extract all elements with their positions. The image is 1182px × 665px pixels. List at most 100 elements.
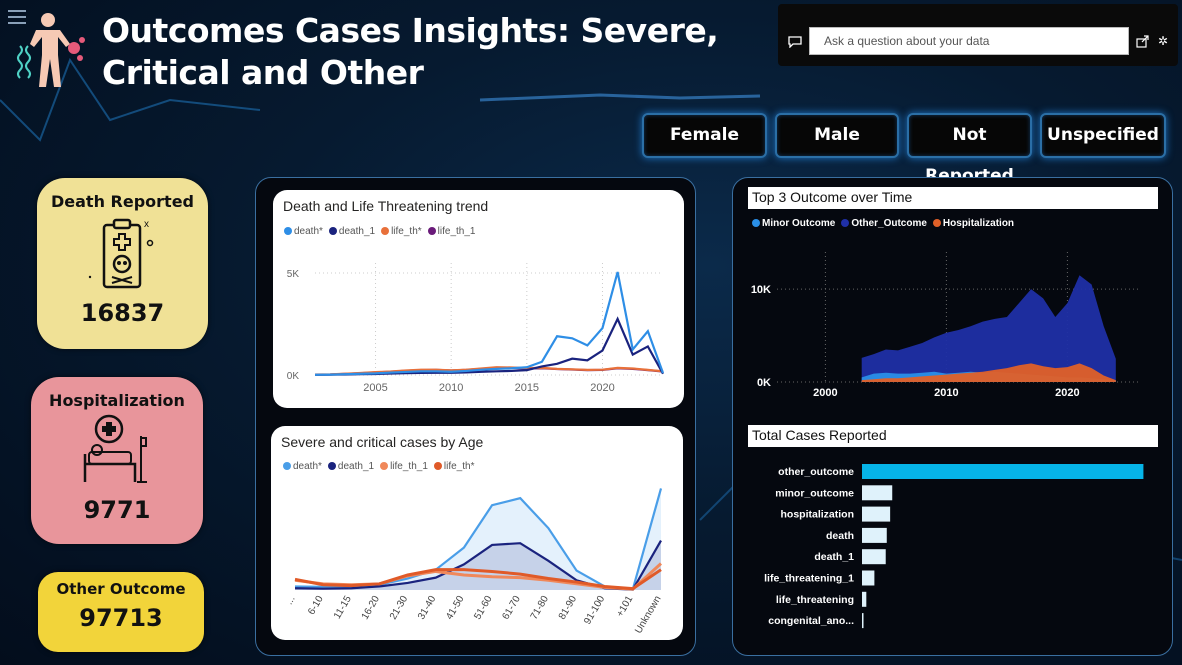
- x-tick-label: 41-50: [444, 594, 467, 622]
- age-legend-item[interactable]: life_th*: [433, 461, 475, 472]
- trend-legend-item[interactable]: life_th*: [381, 226, 422, 237]
- legend-label: Other_Outcome: [851, 218, 927, 229]
- legend-swatch: [328, 227, 337, 235]
- qna-panel: Ask a question about your data ✲: [778, 4, 1178, 66]
- bar-category-label: life_threatening_1: [764, 573, 854, 585]
- bar-category-label: life_threatening: [776, 594, 854, 606]
- bar-category-label: minor_outcome: [775, 487, 854, 499]
- bar-death_1: [862, 549, 886, 565]
- death-life-trend-card: Death and Life Threatening trend death* d…: [273, 190, 684, 408]
- age-chart-title: Severe and critical cases by Age: [281, 434, 484, 450]
- age-legend-item[interactable]: death*: [283, 461, 322, 472]
- bar-category-label: congenital_ano...: [768, 615, 854, 627]
- legend-swatch: [433, 462, 442, 470]
- x-tick-label: 2005: [363, 382, 387, 394]
- page-title: Outcomes Cases Insights: Severe, Critica…: [102, 11, 719, 92]
- x-tick-label: 51-60: [472, 594, 495, 622]
- severe-critical-age-card: Severe and critical cases by Age death* d…: [271, 426, 683, 640]
- age-legend-item[interactable]: death_1: [327, 461, 375, 472]
- bar-hospitalization: [862, 506, 891, 522]
- legend-label: death*: [293, 461, 322, 472]
- other-outcome-value: 97713: [79, 604, 163, 632]
- filter-unspecified-button[interactable]: Unspecified: [1040, 113, 1166, 158]
- bar-minor_outcome: [862, 485, 893, 501]
- share-icon[interactable]: [1136, 34, 1150, 48]
- other-outcome-label: Other Outcome: [56, 580, 186, 598]
- filter-not-reported-button[interactable]: Not Reported: [907, 113, 1032, 186]
- top3-legend: Minor Outcome Other_Outcome Hospitalizatio…: [752, 218, 1020, 229]
- trend-legend-item[interactable]: death*: [284, 226, 323, 237]
- x-tick-label: 31-40: [416, 594, 439, 622]
- trend-legend-item[interactable]: life_th_1: [427, 226, 476, 237]
- bar-category-label: death_1: [814, 551, 854, 563]
- series-line-death*: [314, 271, 665, 376]
- x-tick-label: 2020: [590, 382, 614, 394]
- bar-death: [862, 527, 887, 543]
- top3-legend-item[interactable]: Hospitalization: [932, 218, 1014, 229]
- legend-swatch: [381, 227, 390, 235]
- series-line-life_th*: [314, 366, 664, 376]
- legend-label: life_th*: [443, 461, 475, 472]
- top3-legend-item[interactable]: Minor Outcome: [752, 218, 835, 229]
- y-tick-label: 5K: [287, 269, 300, 280]
- y-tick-label: 0K: [757, 377, 771, 389]
- legend-swatch: [284, 227, 292, 235]
- filter-male-button[interactable]: Male: [775, 113, 899, 158]
- death-reported-label: Death Reported: [51, 192, 194, 211]
- x-tick-label: Unknown: [633, 594, 663, 636]
- legend-swatch: [327, 462, 336, 470]
- svg-text:x: x: [144, 219, 149, 230]
- chat-bubble-icon[interactable]: [788, 36, 802, 48]
- hospitalization-card: Hospitalization 9771: [31, 377, 203, 544]
- right-charts-panel: [732, 177, 1173, 656]
- series-area-death*: [295, 488, 661, 590]
- trend-legend: death* death_1 life_th* life_th_1: [284, 226, 481, 237]
- legend-swatch: [427, 227, 436, 235]
- series-line-life_th*: [294, 568, 662, 591]
- trend-legend-item[interactable]: death_1: [328, 226, 375, 237]
- bar-other_outcome: [862, 464, 1144, 479]
- death-reported-card: Death Reported x 16837: [37, 178, 208, 349]
- top3-area-chart: 2000 2010 2020 0K 10K: [751, 252, 1140, 399]
- age-legend-item[interactable]: life_th_1: [380, 461, 428, 472]
- legend-label: Minor Outcome: [762, 218, 836, 229]
- legend-label: death*: [294, 226, 323, 237]
- other-outcome-card: Other Outcome 97713: [38, 572, 204, 652]
- series-area-Other_Outcome: [861, 275, 1116, 382]
- y-tick-label: 10K: [751, 284, 771, 296]
- legend-swatch: [283, 462, 291, 470]
- x-tick-label: +101: [615, 594, 636, 619]
- hospital-bed-icon: [83, 414, 147, 483]
- series-line-death_1: [314, 316, 664, 376]
- x-tick-label: 11-15: [332, 594, 354, 621]
- legend-swatch: [752, 219, 760, 227]
- top3-legend-item[interactable]: Other_Outcome: [841, 218, 927, 229]
- x-tick-label: 81-90: [557, 594, 580, 622]
- age-legend: death* death_1 life_th_1 life_th*: [283, 461, 480, 472]
- legend-label: life_th_1: [390, 461, 428, 472]
- menu-icon[interactable]: [8, 10, 26, 28]
- bar-category-label: other_outcome: [778, 466, 854, 478]
- qna-search-input[interactable]: Ask a question about your data: [809, 27, 1129, 55]
- y-tick-label: 0K: [287, 371, 300, 382]
- x-tick-label: 21-30: [388, 594, 411, 622]
- legend-swatch: [841, 219, 850, 227]
- x-tick-label: ...: [284, 594, 298, 607]
- x-tick-label: 2015: [515, 382, 539, 394]
- x-tick-label: 2000: [813, 387, 837, 399]
- trend-chart-title: Death and Life Threatening trend: [283, 198, 489, 214]
- x-tick-label: 2020: [1055, 387, 1079, 399]
- age-area-chart: ... 6-10 11-15 16-20 21-30 31-40 41-50 51-60 61-…: [284, 488, 664, 636]
- legend-label: life_th_1: [437, 226, 476, 237]
- legend-label: death_1: [337, 461, 375, 472]
- bar-congenital_ano...: [862, 613, 864, 629]
- series-area-death_1: [295, 540, 661, 590]
- total-cases-bar-chart: other_outcome minor_outcome hospitalizatio…: [764, 464, 1144, 629]
- bar-life_threatening: [862, 591, 867, 607]
- bar-life_threatening_1: [862, 570, 875, 586]
- clipboard-skull-icon: x: [88, 218, 153, 289]
- x-tick-label: 2010: [439, 382, 463, 394]
- hospitalization-label: Hospitalization: [49, 391, 185, 410]
- filter-female-button[interactable]: Female: [642, 113, 767, 158]
- gear-icon[interactable]: ✲: [1158, 34, 1169, 48]
